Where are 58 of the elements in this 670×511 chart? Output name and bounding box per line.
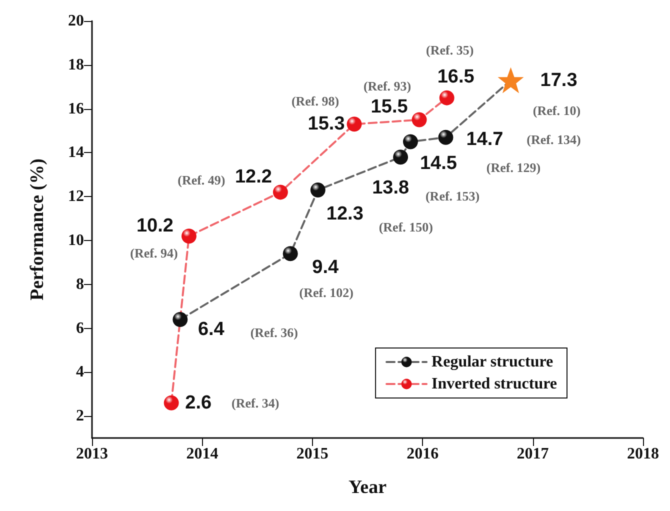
data-label: 2.6 [185, 392, 212, 414]
x-tick-label: 2013 [76, 446, 108, 462]
legend-label: Regular structure [432, 354, 554, 370]
annotation: (Ref. 93) [363, 78, 412, 94]
y-tick-label: 4 [76, 364, 84, 381]
y-tick-label: 10 [68, 232, 84, 249]
point [412, 112, 427, 128]
annotation: (Ref. 35) [426, 42, 474, 58]
annotation: (Ref. 134) [526, 132, 581, 147]
y-tick-label: 14 [68, 144, 84, 162]
legend-label: Inverted structure [432, 376, 557, 392]
y-tick-label: 12 [68, 188, 84, 206]
annotation: (Ref. 150) [378, 219, 433, 234]
y-axis-title: Performance (%) [27, 158, 48, 300]
data-label: 14.7 [466, 128, 504, 150]
data-label: 16.5 [437, 66, 475, 88]
x-tick-label: 2014 [186, 446, 218, 462]
annotation: (Ref. 36) [250, 324, 298, 340]
point [393, 150, 408, 165]
data-label: 13.8 [372, 178, 410, 199]
x-tick-label: 2017 [516, 446, 549, 462]
point [402, 134, 418, 150]
data-label: 6.4 [198, 318, 225, 340]
point [164, 395, 179, 410]
y-tick-label: 18 [68, 56, 84, 74]
y-tick-label: 20 [68, 12, 84, 30]
data-label: 10.2 [136, 216, 174, 237]
annotation: (Ref. 34) [232, 395, 280, 410]
data-label: 15.5 [370, 96, 408, 118]
annotation: (Ref. 94) [130, 246, 178, 261]
x-tick-label: 2018 [627, 446, 659, 462]
point [272, 184, 288, 200]
point [438, 130, 454, 145]
y-tick-label: 2 [76, 408, 84, 425]
annotation: (Ref. 129) [486, 160, 541, 176]
data-label: 12.3 [326, 203, 364, 224]
data-label: 12.2 [234, 166, 272, 188]
data-label: 15.3 [308, 114, 345, 135]
x-tick-label: 2015 [296, 446, 328, 462]
data-label: 14.5 [420, 153, 458, 174]
point [282, 246, 298, 262]
annotation: (Ref. 49) [178, 172, 226, 188]
data-label: 9.4 [312, 257, 339, 278]
annotation: (Ref. 98) [291, 94, 340, 109]
point [439, 90, 454, 106]
x-tick-label: 2016 [406, 446, 439, 462]
x-axis-title: Year [348, 477, 388, 498]
point [310, 182, 326, 198]
data-label: 17.3 [540, 70, 578, 91]
point [181, 228, 196, 244]
point [172, 312, 188, 327]
point [346, 116, 362, 132]
annotation: (Ref. 153) [425, 188, 480, 204]
y-tick-label: 6 [76, 320, 84, 337]
y-tick-label: 8 [76, 276, 84, 293]
y-tick-label: 16 [68, 100, 84, 118]
annotation: (Ref. 102) [299, 285, 354, 300]
annotation: (Ref. 10) [532, 102, 581, 118]
